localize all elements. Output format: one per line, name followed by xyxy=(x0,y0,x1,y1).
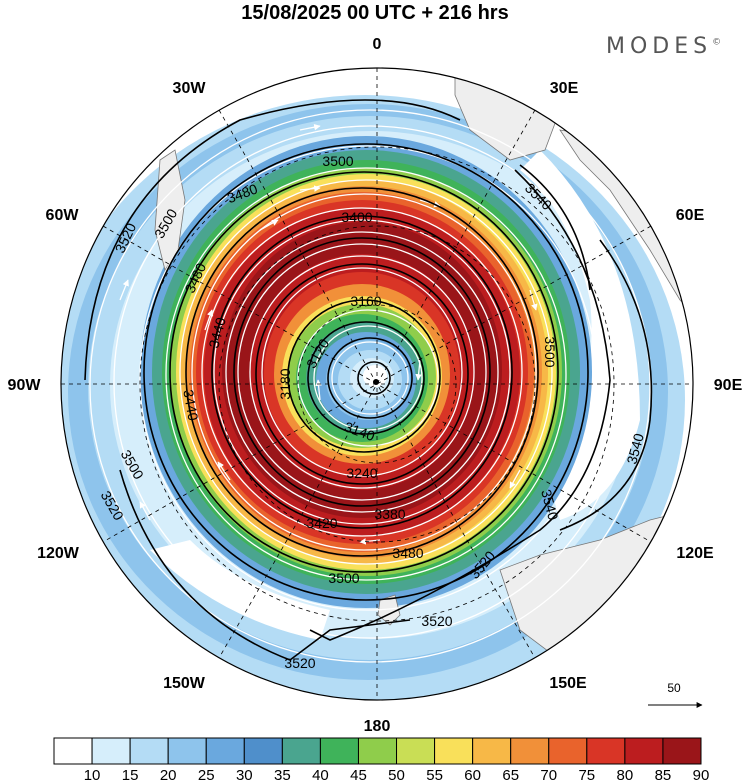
streamline-arrows xyxy=(119,123,604,545)
colorbar-tick-label: 80 xyxy=(617,767,634,782)
contour-label: 3400 xyxy=(341,209,372,225)
contour-label: 3160 xyxy=(350,293,381,309)
vector-scale-label: 50 xyxy=(667,681,681,695)
contour-label: 3540 xyxy=(538,488,562,522)
colorbar-tick-label: 90 xyxy=(693,767,710,782)
longitude-labels: 0 30E 60E 90E 120E 150E 180 150W 120W 90… xyxy=(8,36,743,735)
contour-label: 3500 xyxy=(322,153,353,169)
colorbar-swatch xyxy=(205,737,245,765)
colorbar-swatch xyxy=(662,737,702,765)
colorbar-swatch xyxy=(396,737,436,765)
colorbar-swatch xyxy=(91,737,131,765)
colorbar-tick-label: 85 xyxy=(655,767,672,782)
lon-label-60e: 60E xyxy=(676,207,705,224)
brand-mark: © xyxy=(712,37,722,48)
lon-label-120w: 120W xyxy=(37,545,80,562)
colorbar-tick-label: 15 xyxy=(122,767,139,782)
lon-label-30e: 30E xyxy=(550,80,579,97)
colorbar-tick-label: 65 xyxy=(502,767,519,782)
wind-streamlines xyxy=(89,109,651,663)
colorbar-swatch xyxy=(586,737,626,765)
lon-label-180: 180 xyxy=(364,718,391,735)
contour-label: 3180 xyxy=(277,368,293,399)
contour-label: 3440 xyxy=(205,315,229,349)
colorbar-tick-label: 60 xyxy=(464,767,481,782)
colorbar-swatch xyxy=(319,737,359,765)
lon-label-30w: 30W xyxy=(173,80,207,97)
colorbar-swatch xyxy=(624,737,664,765)
colorbar-swatch xyxy=(510,737,550,765)
colorbar-swatch xyxy=(243,737,283,765)
pole-marker xyxy=(373,379,379,385)
lon-label-150e: 150E xyxy=(549,675,587,692)
map-title: 15/08/2025 00 UTC + 216 hrs xyxy=(241,2,509,24)
contour-label: 3480 xyxy=(392,545,423,561)
contour-label: 3500 xyxy=(328,570,359,586)
contour-label: 3520 xyxy=(421,613,452,629)
colorbar-swatch xyxy=(53,737,93,765)
colorbar-tick-label: 30 xyxy=(236,767,253,782)
colorbar-tick-label: 45 xyxy=(350,767,367,782)
lon-label-60w: 60W xyxy=(46,207,80,224)
colorbar-swatch xyxy=(357,737,398,765)
lon-label-120e: 120E xyxy=(676,545,714,562)
wind-speed-jet-bands xyxy=(140,136,592,608)
colorbar-tick-label: 10 xyxy=(84,767,101,782)
vector-scale: 50 xyxy=(648,681,703,708)
map-border xyxy=(60,67,694,701)
graticule xyxy=(61,68,693,700)
colorbar-swatch xyxy=(281,737,321,765)
lon-label-90w: 90W xyxy=(8,377,42,394)
colorbar-swatch xyxy=(167,737,207,765)
colorbar-tick-label: 25 xyxy=(198,767,215,782)
lon-label-0: 0 xyxy=(373,36,382,53)
colorbar-swatch xyxy=(472,737,512,765)
colorbar-tick-label: 35 xyxy=(274,767,291,782)
contour-label: 3420 xyxy=(306,515,337,531)
lon-label-90e: 90E xyxy=(714,377,743,394)
modes-logo: MODES© xyxy=(606,34,721,59)
colorbar-swatch xyxy=(548,737,588,765)
colorbar-swatch xyxy=(129,737,169,765)
height-contours xyxy=(84,99,653,661)
colorbar: 10 15 20 25 30 35 40 45 50 55 60 65 70 75 80 85 90 xyxy=(53,737,710,782)
contour-label: 3240 xyxy=(346,465,377,481)
lon-label-150w: 150W xyxy=(163,675,206,692)
colorbar-tick-label: 40 xyxy=(312,767,329,782)
colorbar-tick-label: 70 xyxy=(540,767,557,782)
contour-label: 3380 xyxy=(374,506,405,522)
colorbar-tick-label: 50 xyxy=(388,767,405,782)
contour-label: 3540 xyxy=(623,431,647,465)
contour-label: 3520 xyxy=(284,655,315,671)
colorbar-tick-label: 55 xyxy=(426,767,443,782)
colorbar-swatch xyxy=(434,737,474,765)
contour-label: 3500 xyxy=(542,336,558,367)
contour-label: 3440 xyxy=(180,388,201,422)
brand-text: MODES xyxy=(606,34,713,59)
colorbar-tick-label: 75 xyxy=(578,767,595,782)
colorbar-tick-label: 20 xyxy=(160,767,177,782)
